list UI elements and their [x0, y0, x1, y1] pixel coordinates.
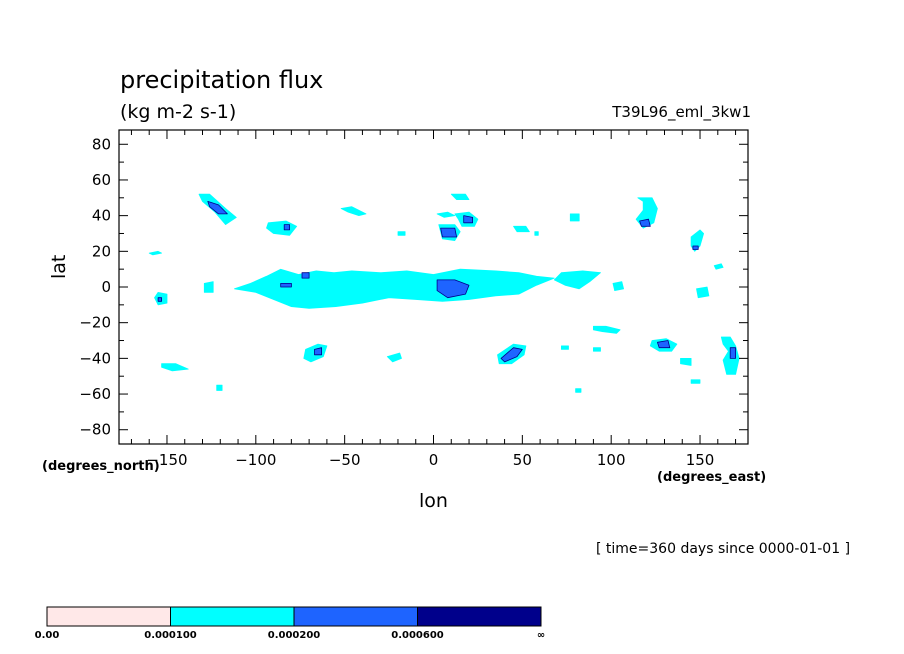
- precip-region-tasman-spot: [680, 357, 692, 366]
- precip-region-equatorial-band: [234, 268, 555, 309]
- precip-region-australia-core: [657, 340, 671, 349]
- x-tick-label: 0: [429, 451, 439, 469]
- colorbar-label: 0.000100: [144, 630, 197, 641]
- precip-region-europe-ring-a: [436, 211, 456, 218]
- precip-region-arabian-dot: [534, 231, 539, 236]
- precip-region-north-pacific-core: [207, 200, 228, 215]
- x-tick-label: −150: [146, 451, 187, 469]
- x-tick-label: 150: [686, 451, 715, 469]
- colorbar-swatch: [46, 606, 171, 627]
- precip-region-southern-dot: [575, 388, 582, 393]
- precip-region-indian-band: [553, 270, 601, 290]
- precip-region-north-atlantic-streak: [340, 206, 367, 217]
- precip-region-south-indian-dot: [593, 347, 601, 352]
- axis-ticks: [119, 130, 748, 444]
- precip-region-equatorial-core-a: [280, 282, 292, 288]
- chart-units: (kg m-2 s-1): [120, 101, 237, 123]
- x-tick-label: −100: [235, 451, 276, 469]
- x-tick-label: 50: [513, 451, 532, 469]
- y-coord-name: (degrees_north): [42, 459, 160, 474]
- x-coord-name: (degrees_east): [657, 470, 767, 485]
- colorbar: 0.00 0.000100 0.000200 0.000600 ∞: [35, 606, 545, 641]
- precip-region-arabian-spot: [513, 225, 530, 233]
- precip-region-south-atlantic-west: [386, 352, 402, 363]
- precip-region-equatorial-core-b: [301, 272, 310, 279]
- chart-title: precipitation flux: [120, 66, 324, 94]
- precip-region-equatorial-core-c: [436, 279, 470, 299]
- precip-region-atlantic-dot: [397, 231, 406, 236]
- y-tick-label: −60: [79, 385, 111, 403]
- y-tick-label: 0: [101, 278, 111, 296]
- axis-tick-labels: −150 −100 −50 0 50 100 150 80 60 40 20 0 −20 −40 −60 −8…: [79, 135, 714, 469]
- precip-region-east-asia-core: [639, 218, 651, 227]
- y-tick-label: −40: [79, 349, 111, 367]
- y-tick-label: 60: [92, 171, 111, 189]
- y-tick-label: −80: [79, 421, 111, 439]
- precip-region-south-indian-streak: [593, 325, 621, 334]
- colorbar-swatch: [417, 606, 542, 627]
- precip-region-south-pacific-dot: [216, 384, 223, 391]
- colorbar-label: 0.00: [35, 630, 60, 641]
- precip-region-west-pacific-dot: [696, 286, 710, 299]
- precip-region-south-atlantic-dot: [561, 345, 569, 350]
- precip-region-south-pacific-east-core: [729, 347, 736, 359]
- precip-region-east-pacific-dot: [690, 379, 701, 384]
- y-tick-label: 80: [92, 135, 111, 153]
- precip-region-pacific-west-core: [157, 297, 163, 302]
- x-tick-label: −50: [329, 451, 361, 469]
- precip-region-south-america-core: [314, 347, 323, 356]
- precip-region-europe-core: [463, 215, 474, 224]
- precip-region-hawaii-streak: [148, 250, 163, 256]
- precip-region-europe-spot: [450, 193, 470, 201]
- precip-level2-fills: [157, 200, 736, 363]
- precip-region-maritime-dot: [713, 263, 724, 270]
- x-axis-label: lon: [419, 490, 448, 512]
- x-tick-label: 100: [597, 451, 626, 469]
- precip-region-north-america-ring: [266, 220, 298, 236]
- precip-region-south-atlantic-core: [500, 347, 523, 363]
- colorbar-swatch: [170, 606, 295, 627]
- run-label: T39L96_eml_3kw1: [612, 103, 751, 121]
- colorbar-label: 0.000600: [391, 630, 444, 641]
- y-tick-label: 20: [92, 242, 111, 260]
- precip-region-central-pacific-spot: [203, 281, 214, 293]
- colorbar-label: 0.000200: [268, 630, 321, 641]
- precip-region-indian-east: [612, 281, 624, 292]
- y-axis-label: lat: [48, 254, 70, 279]
- precip-region-south-pacific-streak: [161, 363, 189, 372]
- colorbar-label: ∞: [537, 630, 545, 641]
- precip-region-mediterranean-core: [440, 227, 458, 238]
- y-tick-label: −20: [79, 314, 111, 332]
- precip-region-central-asia-dot: [569, 213, 580, 222]
- y-tick-label: 40: [92, 207, 111, 225]
- precip-region-pacific-east-core: [692, 245, 699, 250]
- precip-region-north-america-core: [283, 224, 291, 231]
- colorbar-swatch: [293, 606, 418, 627]
- time-label: [ time=360 days since 0000-01-01 ]: [596, 541, 851, 557]
